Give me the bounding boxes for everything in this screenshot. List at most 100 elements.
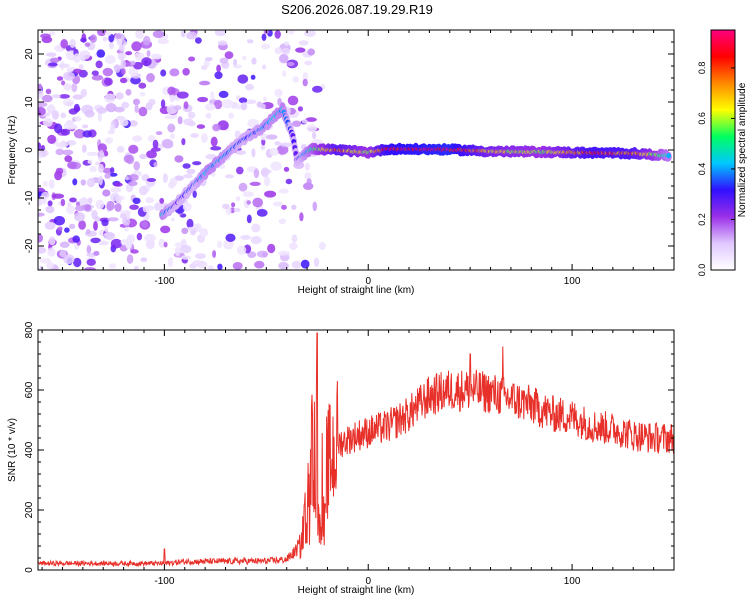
spectrogram-noise-cell xyxy=(141,57,152,67)
spectrogram-noise-cell xyxy=(97,112,102,122)
spectrogram-noise-cell xyxy=(81,144,87,153)
spectrogram-noise-cell xyxy=(126,210,131,220)
spectrogram-noise-cell xyxy=(141,221,148,228)
spectrogram-noise-cell xyxy=(254,260,265,269)
spectrogram-ridge-cell xyxy=(666,153,671,159)
spectrogram-noise-cell xyxy=(318,242,326,250)
spectrogram-noise-cell xyxy=(262,64,267,70)
spectrogram-noise-cell xyxy=(214,71,223,80)
spectrogram-noise-cell xyxy=(73,257,82,268)
spectrogram-noise-cell xyxy=(101,219,109,227)
spectrogram-noise-cell xyxy=(163,241,168,248)
spectrogram-noise-cell xyxy=(139,92,146,97)
spectrogram-noise-cell xyxy=(306,124,318,132)
spectrogram-noise-cell xyxy=(38,90,44,99)
spectrogram-noise-cell xyxy=(160,99,166,109)
spectrogram-noise-cell xyxy=(130,60,136,66)
spectrogram-noise-cell xyxy=(162,173,168,184)
spectrogram-noise-cell xyxy=(266,134,278,140)
spectrogram-noise-cell xyxy=(86,151,98,156)
spectrogram-noise-cell xyxy=(75,201,81,207)
x-tick-label: -100 xyxy=(154,576,174,587)
spectrogram-noise-cell xyxy=(55,148,64,156)
spectrogram-noise-cell xyxy=(64,227,70,233)
spectrogram-noise-cell xyxy=(251,57,257,65)
spectrogram-noise-cell xyxy=(138,53,145,60)
spectrogram-ylabel: Frequency (Hz) xyxy=(7,116,18,185)
spectrogram-noise-cell xyxy=(169,177,178,187)
spectrogram-noise-cell xyxy=(237,74,249,84)
spectrogram-noise-cell xyxy=(104,232,116,240)
spectrogram-noise-cell xyxy=(267,243,276,254)
spectrogram-noise-cell xyxy=(96,49,106,58)
spectrogram-noise-cell xyxy=(170,217,175,222)
spectrogram-noise-cell xyxy=(102,36,108,42)
spectrogram-noise-cell xyxy=(93,221,98,231)
spectrogram-noise-cell xyxy=(263,96,268,102)
spectrogram-noise-cell xyxy=(133,61,143,70)
spectrogram-noise-cell xyxy=(261,167,269,178)
spectrogram-noise-cell xyxy=(86,244,91,254)
y-tick-label: 400 xyxy=(24,441,35,458)
spectrogram-noise-cell xyxy=(59,241,70,248)
spectrogram-noise-cell xyxy=(200,133,208,144)
spectrogram-noise-cell xyxy=(60,128,70,136)
spectrogram-noise-cell xyxy=(120,59,127,70)
spectrogram-noise-cell xyxy=(53,215,65,226)
spectrogram-noise-cell xyxy=(79,197,89,206)
spectrogram-noise-cell xyxy=(58,63,70,68)
spectrogram-noise-cell xyxy=(104,137,114,144)
spectrogram-noise-cell xyxy=(222,203,230,210)
spectrogram-noise-cell xyxy=(96,107,107,114)
spectrogram-noise-cell xyxy=(162,141,174,149)
spectrogram-noise-cell xyxy=(183,174,193,179)
spectrogram-noise-cell xyxy=(108,263,117,269)
spectrogram-noise-cell xyxy=(289,242,298,250)
spectrogram-noise-cell xyxy=(252,197,263,208)
spectrogram-noise-cell xyxy=(246,214,252,224)
spectrogram-noise-cell xyxy=(132,135,142,142)
spectrogram-noise-cell xyxy=(274,47,283,55)
spectrogram-noise-cell xyxy=(117,52,125,61)
spectrogram-noise-cell xyxy=(116,38,123,46)
spectrogram-noise-cell xyxy=(59,142,69,148)
spectrogram-noise-cell xyxy=(114,106,125,113)
spectrogram-noise-cell xyxy=(72,235,80,243)
spectrogram-noise-cell xyxy=(177,116,183,125)
spectrogram-noise-cell xyxy=(260,145,266,151)
colorbar-label: Normalized spectral amplitude xyxy=(737,82,748,217)
spectrogram-noise-cell xyxy=(38,246,47,254)
spectrogram-noise-cell xyxy=(301,119,308,124)
spectrogram-noise-cell xyxy=(235,196,241,202)
spectrogram-noise-cell xyxy=(304,30,316,37)
spectrogram-noise-cell xyxy=(52,94,61,99)
spectrogram-noise-cell xyxy=(281,47,290,55)
spectrogram-noise-cell xyxy=(297,106,303,112)
spectrogram-noise-cell xyxy=(181,227,189,234)
spectrogram-noise-cell xyxy=(150,54,162,59)
spectrogram-noise-cell xyxy=(216,64,222,73)
spectrogram-noise-cell xyxy=(99,149,104,158)
spectrogram-noise-cell xyxy=(245,83,254,91)
spectrogram-noise-cell xyxy=(118,45,125,52)
spectrogram-noise-cell xyxy=(145,102,153,111)
spectrogram-noise-cell xyxy=(68,223,76,229)
spectrogram-noise-cell xyxy=(187,226,195,231)
spectrogram-noise-cell xyxy=(82,124,89,129)
spectrogram-noise-cell xyxy=(138,106,148,117)
spectrogram-noise-cell xyxy=(313,257,320,267)
spectrogram-noise-cell xyxy=(153,162,158,167)
spectrogram-noise-cell xyxy=(90,237,101,244)
spectrogram-noise-cell xyxy=(63,83,72,91)
spectrogram-noise-cell xyxy=(104,31,112,37)
spectrogram-noise-cell xyxy=(73,68,82,74)
spectrogram-noise-cell xyxy=(291,204,297,210)
spectrogram-noise-cell xyxy=(78,64,84,70)
spectrogram-noise-cell xyxy=(217,263,223,270)
spectrogram-noise-cell xyxy=(123,154,133,163)
spectrogram-noise-cell xyxy=(60,112,67,119)
spectrogram-noise-cell xyxy=(84,110,95,118)
spectrogram-noise-cell xyxy=(190,133,200,138)
spectrogram-noise-cell xyxy=(39,258,52,264)
